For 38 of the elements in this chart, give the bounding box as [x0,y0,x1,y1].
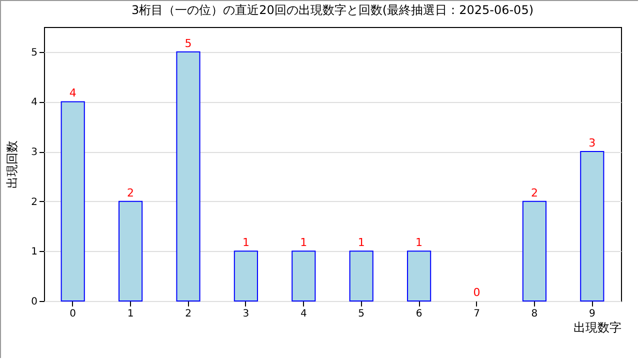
x-tick-label: 1 [127,308,134,320]
y-axis-title: 出現回数 [5,140,20,188]
data-label: 3 [588,136,596,150]
data-label: 5 [184,36,192,50]
data-label: 2 [530,186,538,200]
bar [522,200,546,302]
bar [407,250,432,302]
x-tick-label: 6 [416,308,422,320]
x-tick-label: 3 [242,308,250,320]
data-label: 1 [242,236,250,250]
bar [349,250,374,302]
data-label: 4 [69,86,76,100]
data-label: 0 [473,286,480,299]
x-tick-label: 7 [474,308,480,320]
x-tick-label: 2 [185,308,192,320]
x-tick-label: 4 [300,308,307,320]
bar [292,250,316,302]
y-tick-label: 4 [31,97,38,108]
bar [118,200,143,302]
data-label: 1 [358,236,365,250]
y-tick-label: 2 [31,196,38,208]
bar [60,101,85,302]
y-tick-label: 1 [31,246,38,258]
x-tick-label: 8 [531,308,538,320]
x-tick-label: 5 [358,308,365,320]
data-label: 2 [127,186,134,200]
data-label: 1 [416,236,423,250]
data-label: 1 [300,236,308,250]
y-tick-label: 0 [31,296,38,308]
y-tick-label: 3 [31,147,38,158]
x-axis-title: 出現数字 [574,320,622,334]
x-tick-label: 9 [588,308,596,320]
x-tick-label: 0 [70,308,76,320]
y-tick-label: 5 [31,47,38,58]
bar [580,151,604,302]
bar [234,250,258,302]
chart-title: 3桁目（一の位）の直近20回の出現数字と回数(最終抽選日：2025-06-05) [131,3,534,17]
bar [176,51,200,302]
